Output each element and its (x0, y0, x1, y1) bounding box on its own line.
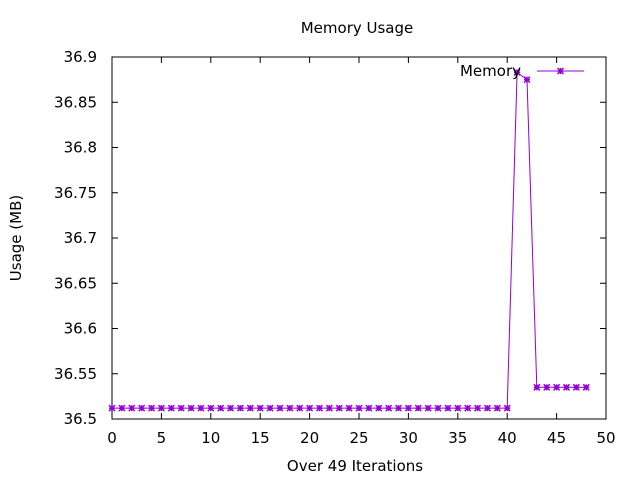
data-point (553, 383, 561, 391)
data-point (454, 404, 462, 412)
legend-marker-memory (556, 67, 565, 75)
chart-title: Memory Usage (301, 19, 414, 37)
y-tick-label: 36.9 (64, 48, 97, 66)
data-point (128, 404, 136, 412)
data-point (236, 404, 244, 412)
x-tick-label: 15 (251, 429, 270, 447)
data-point (572, 383, 580, 391)
y-tick-label: 36.85 (54, 93, 97, 111)
data-point (385, 404, 393, 412)
data-point (118, 404, 126, 412)
data-point (493, 404, 501, 412)
data-point (355, 404, 363, 412)
data-point (543, 383, 551, 391)
data-point (345, 404, 353, 412)
data-point (464, 404, 472, 412)
data-point (296, 404, 304, 412)
x-axis-label: Over 49 Iterations (287, 457, 423, 475)
data-point (138, 404, 146, 412)
data-point (177, 404, 185, 412)
data-point (414, 404, 422, 412)
x-axis-ticks: 0 5 10 15 20 25 30 35 40 45 50 (107, 57, 616, 447)
data-point (157, 404, 165, 412)
data-point (513, 68, 521, 76)
data-point (315, 404, 324, 412)
data-point (404, 404, 412, 412)
y-axis-label: Usage (MB) (7, 195, 25, 281)
legend: Memory (460, 62, 584, 80)
data-point (474, 404, 482, 412)
data-point (394, 404, 403, 412)
data-point (147, 404, 156, 412)
data-point (335, 404, 343, 412)
data-point (483, 404, 491, 412)
y-tick-label: 36.75 (54, 184, 97, 202)
data-point (365, 404, 373, 412)
x-tick-label: 5 (157, 429, 167, 447)
x-tick-label: 45 (547, 429, 566, 447)
legend-marker-symbol (556, 67, 565, 75)
y-tick-label: 36.5 (64, 410, 97, 428)
data-point (582, 383, 590, 391)
data-point (266, 404, 274, 412)
legend-label-memory: Memory (460, 62, 521, 80)
x-tick-label: 50 (596, 429, 615, 447)
data-point (207, 404, 215, 412)
y-tick-label: 36.7 (64, 229, 97, 247)
data-point (306, 404, 314, 412)
x-tick-label: 40 (498, 429, 517, 447)
data-point (108, 404, 116, 412)
x-tick-label: 0 (107, 429, 117, 447)
x-tick-label: 30 (399, 429, 418, 447)
x-tick-label: 10 (201, 429, 220, 447)
data-point (167, 404, 175, 412)
data-point (286, 404, 294, 412)
data-point (325, 404, 333, 412)
data-point (197, 404, 205, 412)
plot-frame (111, 56, 607, 420)
data-point (246, 404, 254, 412)
data-point (187, 404, 195, 412)
x-tick-label: 25 (349, 429, 368, 447)
data-point (256, 404, 264, 412)
data-point (375, 404, 383, 412)
x-tick-label: 35 (448, 429, 467, 447)
data-point (276, 404, 284, 412)
data-point (217, 404, 225, 412)
data-point (533, 383, 541, 391)
data-point (503, 404, 511, 412)
y-axis-ticks: 36.5 36.55 36.6 36.65 36.7 36.75 36.8 36.85 36.9 (54, 48, 606, 428)
data-point (562, 383, 571, 391)
x-tick-label: 20 (300, 429, 319, 447)
y-tick-label: 36.55 (54, 365, 97, 383)
y-tick-label: 36.65 (54, 274, 97, 292)
data-point (424, 404, 432, 412)
data-point (523, 76, 531, 84)
series-layer (108, 68, 590, 412)
data-point (444, 404, 452, 412)
y-tick-label: 36.8 (64, 139, 97, 157)
y-tick-label: 36.6 (64, 320, 97, 338)
data-point (434, 404, 442, 412)
data-point (227, 404, 235, 412)
